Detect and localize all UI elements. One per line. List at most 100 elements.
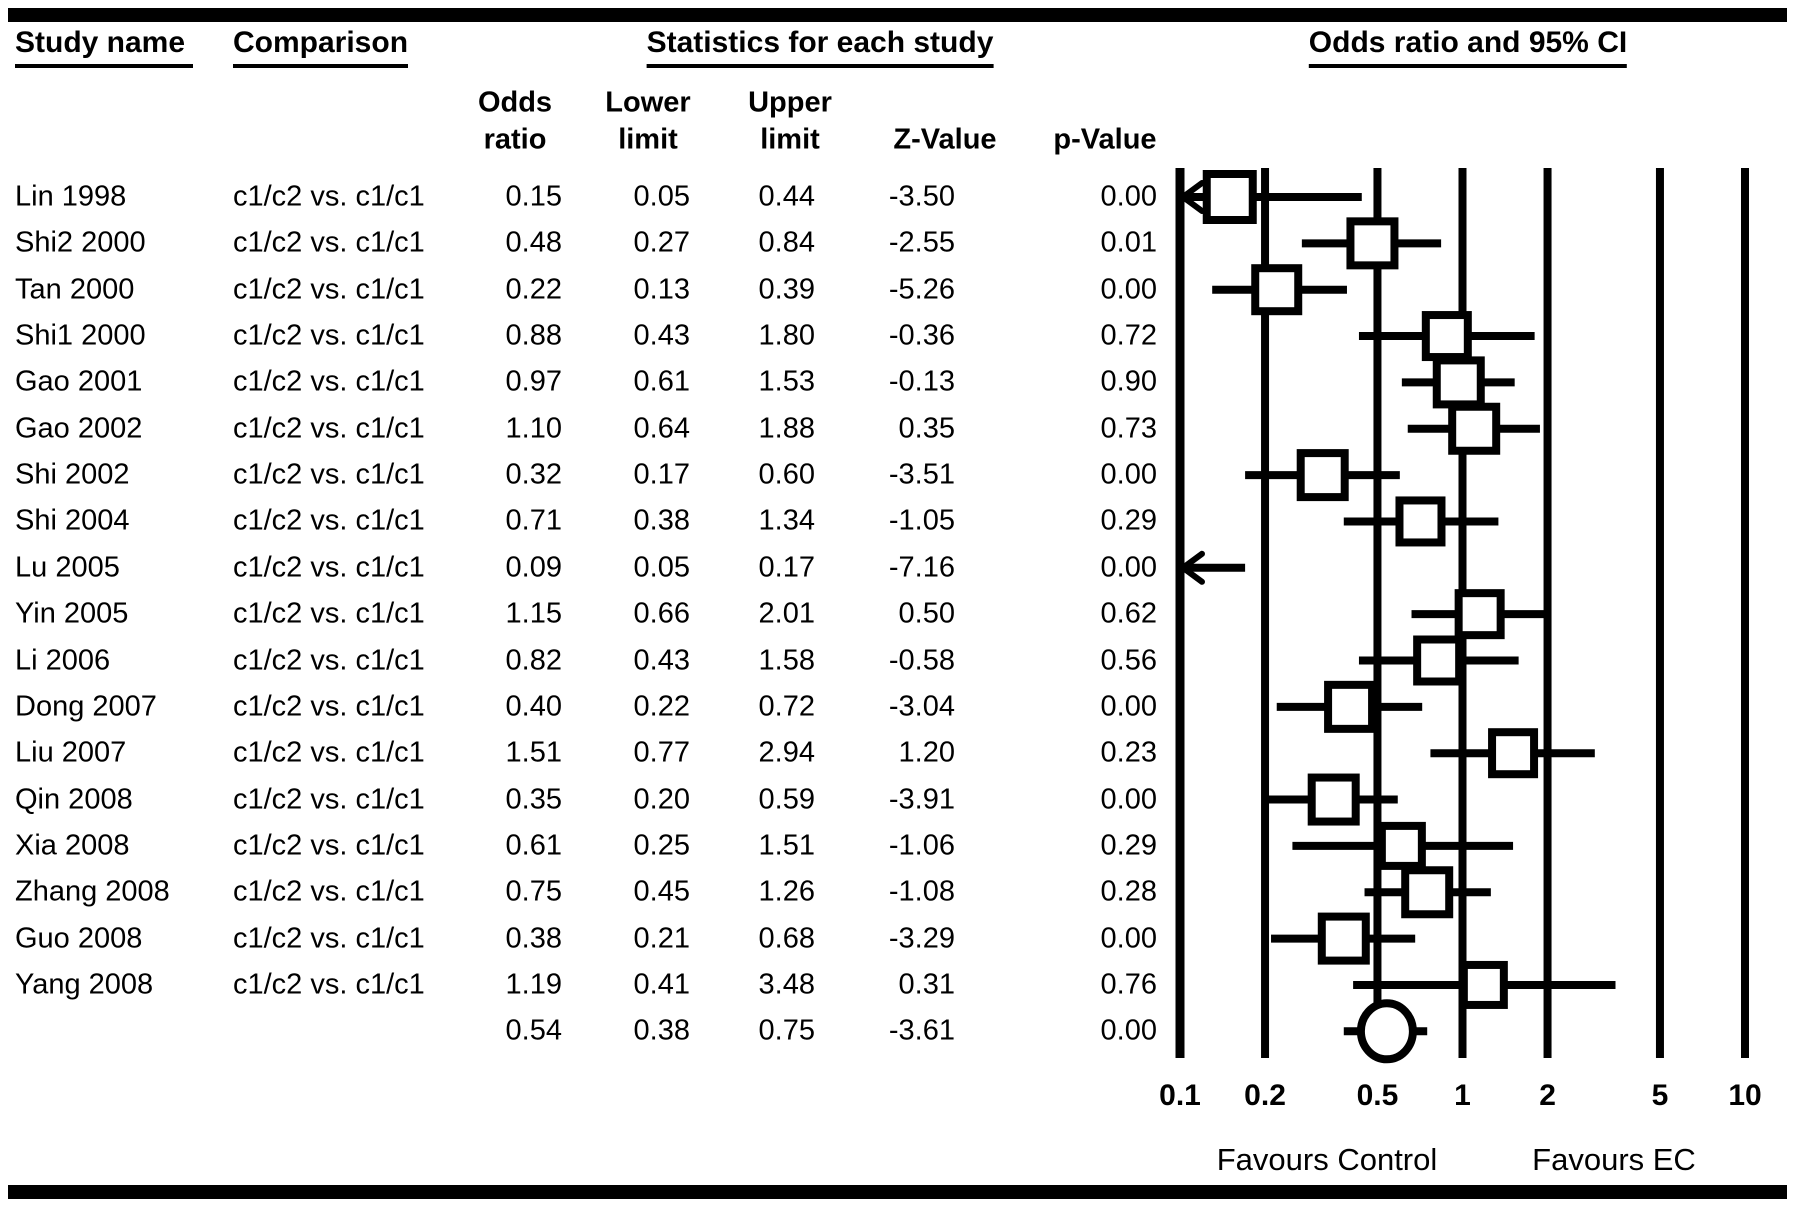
column-header-study-name: Study name: [15, 26, 194, 68]
cell-comparison: c1/c2 vs. c1/c1: [233, 504, 425, 537]
cell-lower-limit: 0.05: [633, 551, 690, 584]
cell-p-value: 0.90: [1100, 365, 1157, 398]
cell-p-value: 0.00: [1100, 458, 1157, 491]
cell-upper-limit: 2.94: [758, 736, 815, 769]
odds-ratio-square: [1459, 960, 1508, 1009]
cell-study-name: Li 2006: [15, 644, 111, 676]
cell-lower-limit: 0.64: [633, 412, 690, 445]
cell-study-name: Xia 2008: [15, 829, 130, 862]
cell-upper-limit: 0.75: [758, 1014, 815, 1047]
cell-odds-ratio: 0.61: [505, 829, 562, 862]
ci-clipped-left-arrow: [1177, 180, 1205, 214]
column-header-odds-line2: ratio: [483, 123, 547, 156]
odds-ratio-square: [1488, 728, 1539, 779]
cell-upper-limit: 0.39: [758, 273, 815, 306]
cell-p-value: 0.00: [1100, 273, 1157, 306]
cell-z-value: 1.20: [898, 736, 955, 769]
odds-ratio-square: [1401, 866, 1454, 919]
cell-comparison: c1/c2 vs. c1/c1: [233, 226, 425, 259]
tick-label-0.5: 0.5: [1356, 1079, 1399, 1112]
cell-z-value: 0.50: [898, 597, 955, 630]
cell-odds-ratio: 0.22: [505, 273, 562, 306]
cell-lower-limit: 0.17: [633, 458, 690, 491]
odds-ratio-square: [1307, 773, 1360, 826]
cell-z-value: -1.06: [888, 829, 955, 862]
cell-p-value: 0.62: [1100, 597, 1157, 630]
cell-odds-ratio: 0.38: [505, 922, 562, 955]
cell-p-value: 0.29: [1100, 504, 1157, 537]
favours-ec-label: Favours EC: [1532, 1142, 1696, 1177]
group-header-statistics: Statistics for each study: [646, 26, 994, 68]
cell-lower-limit: 0.38: [633, 504, 690, 537]
tick-label-0.2: 0.2: [1244, 1079, 1286, 1112]
tick-label-5: 5: [1651, 1079, 1669, 1112]
cell-odds-ratio: 0.35: [505, 783, 562, 816]
odds-ratio-square: [1296, 449, 1349, 502]
cell-odds-ratio: 0.32: [505, 458, 562, 491]
cell-comparison: c1/c2 vs. c1/c1: [233, 829, 425, 862]
cell-lower-limit: 0.05: [633, 180, 690, 213]
odds-ratio-square: [1432, 356, 1485, 409]
cell-odds-ratio: 0.09: [505, 551, 562, 584]
cell-upper-limit: 1.34: [758, 504, 815, 537]
cell-study-name: Dong 2007: [15, 690, 157, 723]
cell-study-name: Qin 2008: [15, 783, 133, 816]
cell-z-value: 0.31: [898, 968, 955, 1001]
cell-odds-ratio: 0.40: [505, 690, 562, 723]
column-header-p-value: p-Value: [1053, 123, 1157, 156]
cell-comparison: c1/c2 vs. c1/c1: [233, 968, 425, 1001]
column-header-z-value: Z-Value: [893, 123, 997, 156]
cell-z-value: -2.55: [888, 226, 955, 259]
cell-z-value: -5.26: [888, 273, 955, 306]
cell-odds-ratio: 1.10: [505, 412, 562, 445]
column-header-upper-line1: Upper: [748, 86, 832, 119]
cell-lower-limit: 0.41: [633, 968, 690, 1001]
tick-label-2: 2: [1539, 1079, 1556, 1112]
cell-upper-limit: 0.60: [758, 458, 815, 491]
cell-upper-limit: 1.80: [758, 319, 815, 352]
cell-study-name: Liu 2007: [15, 736, 127, 769]
cell-study-name: Shi1 2000: [15, 319, 146, 352]
cell-comparison: c1/c2 vs. c1/c1: [233, 319, 425, 352]
cell-p-value: 0.76: [1100, 968, 1157, 1001]
cell-z-value: -7.16: [888, 551, 955, 584]
cell-upper-limit: 1.26: [758, 875, 815, 908]
cell-lower-limit: 0.43: [633, 644, 690, 676]
odds-ratio-square: [1395, 496, 1446, 547]
cell-lower-limit: 0.66: [633, 597, 690, 630]
cell-p-value: 0.01: [1100, 226, 1157, 259]
cell-p-value: 0.23: [1100, 736, 1157, 769]
cell-p-value: 0.00: [1100, 1014, 1157, 1047]
cell-lower-limit: 0.13: [633, 273, 690, 306]
cell-p-value: 0.00: [1100, 922, 1157, 955]
cell-z-value: -3.91: [888, 783, 955, 816]
ci-clipped-left-arrow: [1177, 550, 1205, 585]
cell-lower-limit: 0.25: [633, 829, 690, 862]
cell-z-value: -3.51: [888, 458, 955, 491]
odds-ratio-square: [1346, 217, 1399, 270]
top-border: [8, 8, 1787, 22]
pooled-estimate-circle: [1356, 999, 1417, 1064]
cell-odds-ratio: 0.82: [505, 644, 562, 676]
cell-z-value: -3.04: [888, 690, 955, 723]
cell-study-name: Lin 1998: [15, 180, 127, 213]
cell-odds-ratio: 0.71: [505, 504, 562, 537]
odds-ratio-square: [1324, 680, 1377, 733]
cell-comparison: c1/c2 vs. c1/c1: [233, 690, 425, 723]
cell-upper-limit: 0.17: [758, 551, 815, 584]
cell-comparison: c1/c2 vs. c1/c1: [233, 922, 425, 955]
tick-label-0.1: 0.1: [1159, 1079, 1201, 1112]
cell-upper-limit: 2.01: [758, 597, 815, 630]
cell-odds-ratio: 1.51: [505, 736, 562, 769]
cell-odds-ratio: 0.88: [505, 319, 562, 352]
cell-z-value: -3.29: [888, 922, 955, 955]
cell-z-value: -1.05: [888, 504, 955, 537]
odds-ratio-square: [1421, 311, 1472, 362]
cell-comparison: c1/c2 vs. c1/c1: [233, 273, 425, 306]
cell-z-value: -3.50: [888, 180, 955, 213]
cell-z-value: -0.36: [888, 319, 955, 352]
tick-label-10: 10: [1728, 1079, 1762, 1112]
bottom-border: [8, 1185, 1787, 1199]
cell-p-value: 0.00: [1100, 551, 1157, 584]
cell-study-name: Yin 2005: [15, 597, 129, 630]
